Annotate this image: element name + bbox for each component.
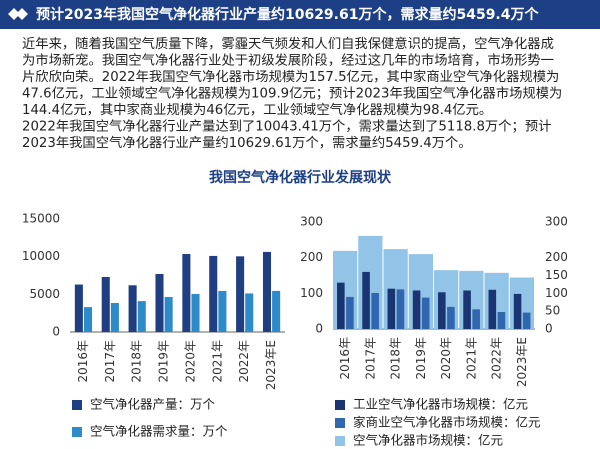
bar	[191, 293, 200, 332]
bar	[182, 254, 191, 332]
body-line: 2023年我国空气净化器行业产量约10629.61万个，需求量约5459.4万个…	[22, 135, 472, 151]
y2-tick-label: 0	[545, 322, 553, 336]
legend-swatch	[335, 436, 345, 446]
y2-tick-label: 200	[545, 250, 568, 264]
x-tick-label: 2019年	[157, 340, 171, 383]
x-tick-label: 2017年	[103, 340, 117, 383]
bar	[74, 284, 83, 332]
x-tick-label: 2021年	[464, 337, 478, 380]
y-tick-label: 300	[300, 215, 323, 229]
bar	[128, 285, 137, 332]
y-tick-label: 15000	[22, 212, 60, 226]
bar	[262, 251, 272, 332]
legend-swatch	[335, 418, 345, 428]
bar	[463, 290, 471, 329]
section-title: 我国空气净化器行业发展现状	[209, 169, 392, 186]
bar	[396, 289, 405, 329]
bar	[236, 256, 245, 332]
legend-swatch	[72, 427, 82, 437]
bar	[472, 309, 480, 329]
header-title: 预计2023年我国空气净化器行业产量约10629.61万个，需求量约5459.4…	[36, 6, 539, 23]
legend-swatch	[72, 400, 82, 410]
bar	[272, 290, 281, 332]
y2-tick-label: 150	[545, 268, 568, 282]
body-line: 为市场新宠。我国空气净化器行业处于初级发展阶段，经过这几年的市场培育，市场形势一	[22, 52, 554, 69]
x-tick-label: 2018年	[389, 337, 403, 380]
y-tick-label: 200	[300, 250, 323, 264]
y-tick-label: 0	[315, 322, 323, 336]
x-tick-label: 2021年	[210, 340, 224, 383]
bar	[362, 271, 370, 329]
bar	[488, 289, 497, 329]
x-tick-label: 2018年	[130, 340, 144, 383]
x-tick-label: 2016年	[76, 340, 90, 383]
legend-label: 空气净化器产量：万个	[90, 397, 216, 412]
bar	[209, 255, 218, 332]
y-tick-label: 0	[52, 325, 60, 339]
y2-tick-label: 100	[545, 286, 568, 300]
body-line: 2022年我国空气净化器行业产量达到了10043.41万个，需求量达到了5118…	[22, 119, 551, 135]
x-tick-label: 2020年	[439, 337, 453, 380]
y-tick-label: 10000	[22, 249, 60, 263]
body-line: 片欣欣向荣。2022年我国空气净化器市场规模为157.5亿元，其中家商业空气净化…	[22, 68, 559, 85]
bar	[110, 302, 119, 332]
bar	[497, 312, 506, 329]
bar	[513, 293, 522, 329]
bar	[447, 306, 455, 329]
y-tick-label: 100	[300, 286, 323, 300]
bar	[155, 273, 164, 332]
legend-swatch	[335, 400, 345, 410]
x-tick-label: 2022年	[237, 340, 251, 383]
x-tick-label: 2020年	[183, 340, 197, 383]
bar	[83, 307, 93, 332]
x-tick-label: 2019年	[414, 337, 428, 380]
x-tick-label: 2016年	[338, 337, 352, 380]
bar	[346, 296, 354, 329]
bar	[412, 290, 421, 329]
body-line: 144.4亿元，其中家商业规模为46亿元，工业领域空气净化器规模为98.4亿元。	[22, 101, 492, 118]
bar	[421, 297, 430, 329]
bar	[438, 292, 446, 329]
bar	[164, 296, 173, 332]
bar	[245, 293, 254, 332]
bar	[387, 288, 396, 329]
y2-tick-label: 300	[545, 215, 568, 229]
x-tick-label: 2023年E	[515, 337, 529, 387]
bar	[371, 292, 379, 329]
body-line: 47.6亿元，工业领域空气净化器规模为109.9亿元；预计2023年我国空气净化…	[22, 85, 562, 102]
legend-label: 工业空气净化器市场规模：亿元	[353, 397, 528, 412]
bar	[101, 277, 110, 332]
header-icon	[8, 8, 28, 20]
legend-label: 空气净化器需求量：万个	[90, 424, 228, 439]
bar	[218, 290, 227, 332]
header-band	[0, 0, 600, 29]
bar	[522, 312, 531, 329]
y2-tick-label: 50	[545, 304, 560, 318]
body-line: 近年来，随着我国空气质量下降，雾霾天气频发和人们自我保健意识的提高，空气净化器成	[22, 35, 554, 52]
legend-label: 家商业空气净化器市场规模：亿元	[353, 415, 541, 430]
x-tick-label: 2022年	[490, 337, 504, 380]
bar	[337, 282, 345, 329]
y-tick-label: 5000	[29, 287, 60, 301]
bar	[137, 301, 146, 332]
x-tick-label: 2023年E	[264, 340, 278, 390]
legend-label: 空气净化器市场规模：亿元	[353, 433, 503, 448]
x-tick-label: 2017年	[363, 337, 377, 380]
